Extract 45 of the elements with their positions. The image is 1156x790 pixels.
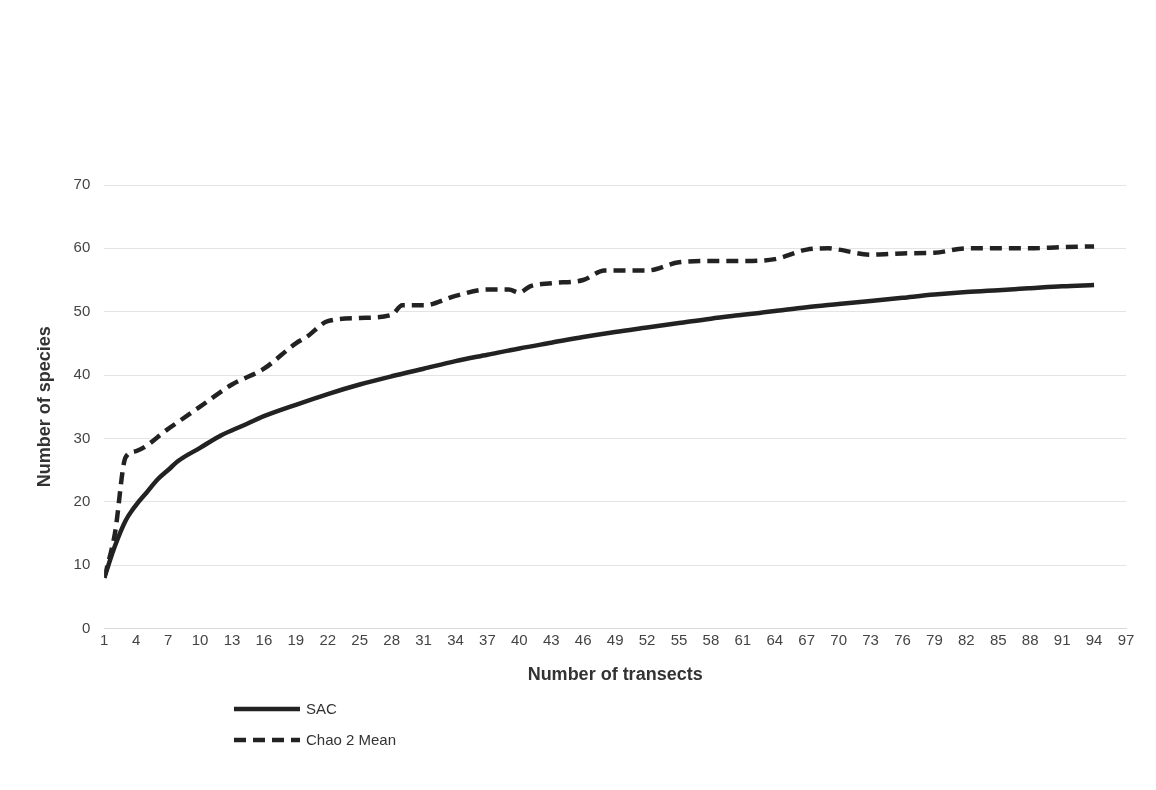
legend-label: Chao 2 Mean [306, 731, 397, 748]
x-tick-label: 73 [862, 630, 879, 648]
x-tick-label: 58 [702, 630, 720, 648]
x-tick-label: 37 [479, 630, 496, 648]
x-tick-label: 28 [383, 630, 400, 648]
y-tick-label: 60 [73, 238, 91, 256]
x-tick-label: 1 [100, 630, 109, 648]
x-tick-label: 52 [638, 630, 656, 648]
x-tick-label: 7 [163, 630, 173, 648]
x-axis-title: Number of transects [527, 664, 703, 685]
x-tick-label: 4 [132, 630, 141, 648]
x-tick-label: 61 [734, 630, 752, 648]
x-tick-label: 31 [415, 630, 432, 648]
y-tick-label: 30 [73, 428, 91, 446]
y-tick-label: 0 [81, 618, 91, 636]
x-tick-label: 94 [1085, 630, 1103, 648]
x-tick-label: 13 [223, 630, 241, 648]
x-tick-label: 79 [926, 630, 943, 648]
x-tick-label: 19 [287, 630, 305, 648]
x-tick-label: 88 [1021, 630, 1039, 648]
y-axis-title: Number of species [33, 326, 54, 488]
y-tick-label: 50 [73, 301, 91, 319]
x-tick-label: 85 [989, 630, 1007, 648]
x-tick-label: 34 [447, 630, 464, 648]
y-tick-label: 10 [73, 555, 91, 573]
x-tick-label: 25 [351, 630, 369, 648]
x-tick-label: 82 [958, 630, 975, 648]
x-tick-label: 91 [1053, 630, 1071, 648]
x-tick-label: 67 [798, 630, 816, 648]
y-tick-label: 70 [73, 175, 91, 193]
x-tick-label: 22 [319, 630, 337, 648]
x-tick-label: 97 [1117, 630, 1135, 648]
x-tick-label: 40 [511, 630, 528, 648]
y-tick-label: 20 [73, 491, 91, 509]
x-tick-label: 46 [574, 630, 592, 648]
x-tick-label: 10 [191, 630, 209, 648]
legend-label: SAC [306, 700, 337, 717]
x-tick-label: 70 [830, 630, 847, 648]
x-tick-label: 49 [606, 630, 624, 648]
y-tick-label: 40 [73, 365, 91, 383]
x-tick-label: 43 [542, 630, 560, 648]
x-tick-label: 16 [255, 630, 273, 648]
x-tick-label: 55 [670, 630, 688, 648]
x-tick-label: 76 [894, 630, 911, 648]
x-tick-label: 64 [766, 630, 784, 648]
